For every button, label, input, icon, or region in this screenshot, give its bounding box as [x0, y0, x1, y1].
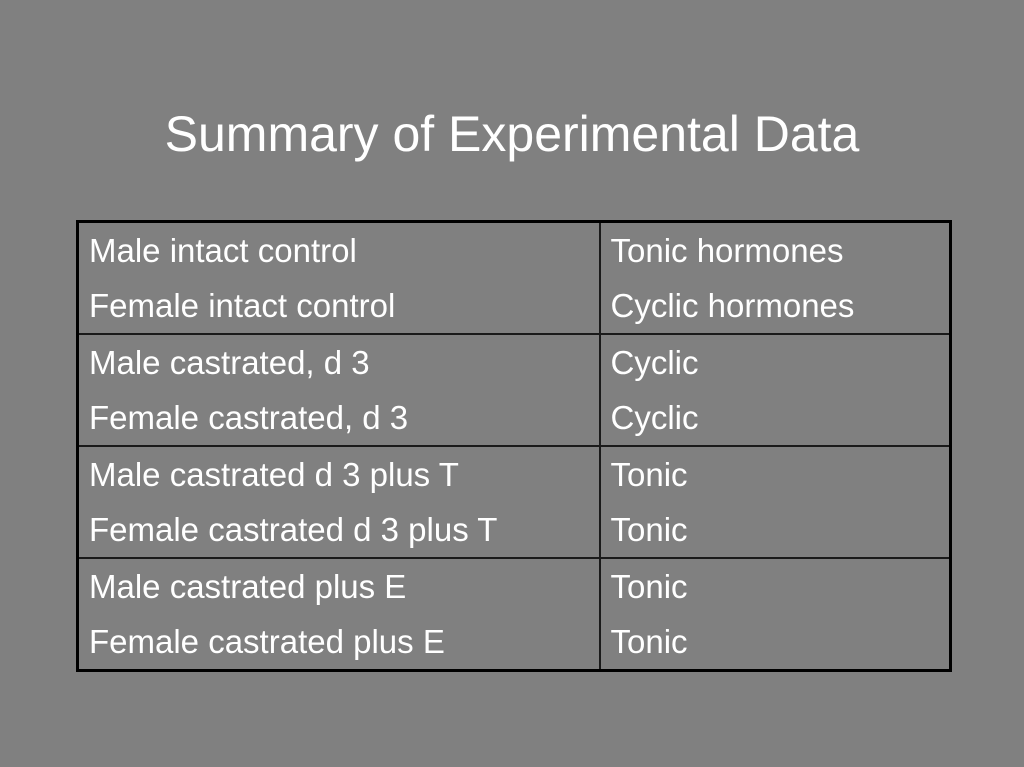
- condition-line: Female intact control: [89, 287, 396, 324]
- condition-line: Female castrated, d 3: [89, 399, 409, 436]
- result-line: Cyclic: [610, 344, 699, 381]
- condition-cell: Male castrated, d 3 Female castrated, d …: [76, 333, 601, 447]
- table-row: Male castrated plus E Female castrated p…: [76, 557, 952, 672]
- result-cell: Cyclic Cyclic: [598, 333, 952, 447]
- condition-line: Male intact control: [89, 232, 357, 269]
- condition-line: Male castrated plus E: [89, 568, 407, 605]
- condition-cell: Male castrated d 3 plus T Female castrat…: [76, 445, 601, 559]
- experimental-data-table: Male intact control Female intact contro…: [76, 220, 952, 672]
- table-row: Male intact control Female intact contro…: [76, 220, 952, 335]
- table-row: Male castrated, d 3 Female castrated, d …: [76, 333, 952, 447]
- result-line: Tonic: [610, 456, 688, 493]
- condition-cell: Male castrated plus E Female castrated p…: [76, 557, 601, 672]
- condition-cell: Male intact control Female intact contro…: [76, 220, 601, 335]
- result-line: Tonic: [610, 511, 688, 548]
- condition-line: Male castrated d 3 plus T: [89, 456, 459, 493]
- result-cell: Tonic Tonic: [598, 445, 952, 559]
- result-line: Tonic: [610, 568, 688, 605]
- result-line: Cyclic hormones: [610, 287, 855, 324]
- result-line: Tonic hormones: [610, 232, 844, 269]
- result-cell: Tonic Tonic: [598, 557, 952, 672]
- result-line: Cyclic: [610, 399, 699, 436]
- slide-title: Summary of Experimental Data: [164, 106, 860, 162]
- result-line: Tonic: [610, 623, 688, 660]
- condition-line: Male castrated, d 3: [89, 344, 370, 381]
- condition-line: Female castrated plus E: [89, 623, 445, 660]
- table-row: Male castrated d 3 plus T Female castrat…: [76, 445, 952, 559]
- result-cell: Tonic hormones Cyclic hormones: [598, 220, 952, 335]
- condition-line: Female castrated d 3 plus T: [89, 511, 498, 548]
